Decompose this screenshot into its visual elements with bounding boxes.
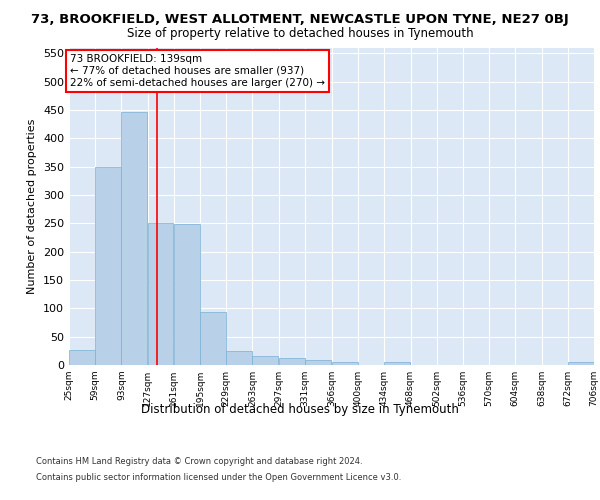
Bar	[200, 312, 226, 365]
Bar	[253, 356, 278, 365]
Text: Contains public sector information licensed under the Open Government Licence v3: Contains public sector information licen…	[36, 472, 401, 482]
Bar	[174, 224, 200, 365]
Bar	[148, 224, 173, 365]
Text: Size of property relative to detached houses in Tynemouth: Size of property relative to detached ho…	[127, 28, 473, 40]
Bar	[121, 112, 147, 365]
Bar	[69, 350, 95, 365]
Bar	[278, 358, 305, 365]
Text: 73, BROOKFIELD, WEST ALLOTMENT, NEWCASTLE UPON TYNE, NE27 0BJ: 73, BROOKFIELD, WEST ALLOTMENT, NEWCASTL…	[31, 12, 569, 26]
Bar	[385, 362, 410, 365]
Bar	[305, 360, 331, 365]
Bar	[332, 362, 358, 365]
Bar	[568, 362, 593, 365]
Bar	[95, 166, 121, 365]
Text: 73 BROOKFIELD: 139sqm
← 77% of detached houses are smaller (937)
22% of semi-det: 73 BROOKFIELD: 139sqm ← 77% of detached …	[70, 54, 325, 88]
Text: Distribution of detached houses by size in Tynemouth: Distribution of detached houses by size …	[141, 402, 459, 415]
Bar	[226, 351, 252, 365]
Y-axis label: Number of detached properties: Number of detached properties	[28, 118, 37, 294]
Text: Contains HM Land Registry data © Crown copyright and database right 2024.: Contains HM Land Registry data © Crown c…	[36, 458, 362, 466]
